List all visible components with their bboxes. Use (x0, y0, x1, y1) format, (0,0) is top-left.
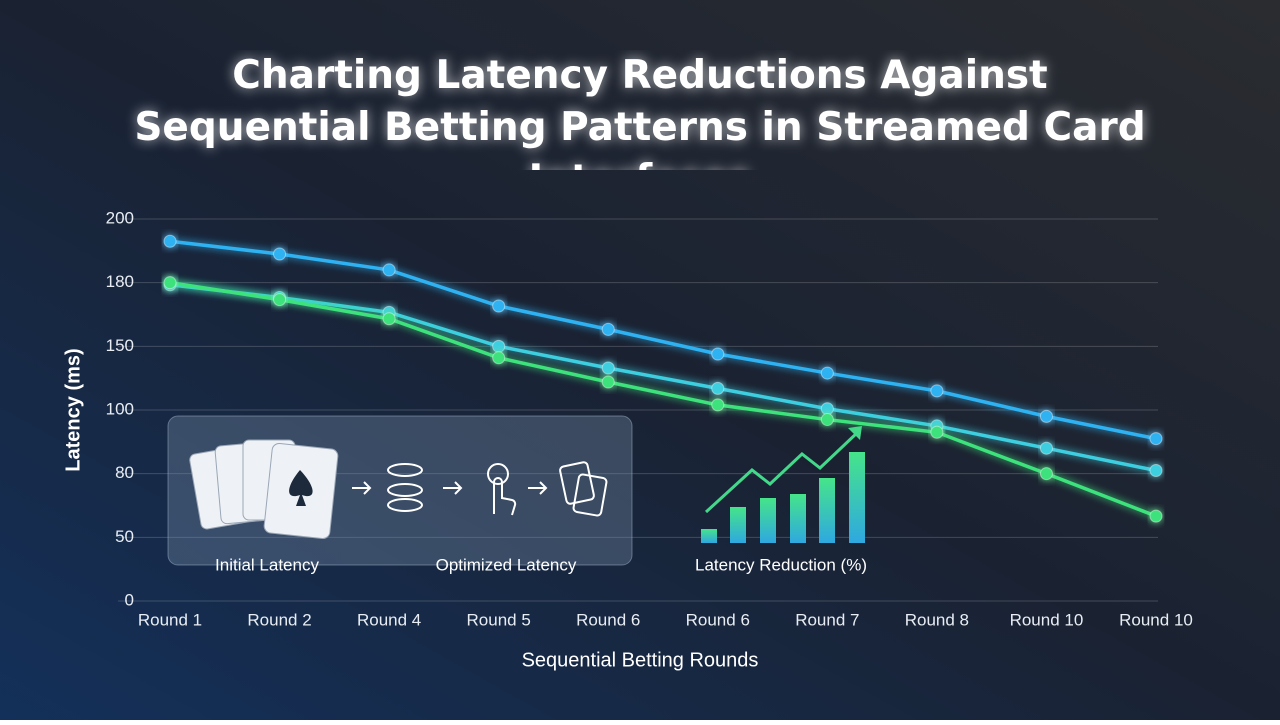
data-point (820, 366, 834, 380)
y-tick-label: 100 (106, 399, 134, 418)
data-point (601, 322, 615, 336)
data-point (492, 351, 506, 365)
y-tick-label: 180 (106, 272, 134, 291)
data-point (711, 347, 725, 361)
plot (163, 234, 1163, 523)
data-point (711, 381, 725, 395)
x-axis-label: Sequential Betting Rounds (522, 649, 759, 671)
data-point (930, 384, 944, 398)
y-axis-label: Latency (ms) (62, 348, 84, 471)
data-point (820, 413, 834, 427)
reduction-icon: Latency Reduction (%) (695, 426, 867, 574)
x-tick-label: Round 10 (1119, 610, 1193, 629)
data-point (163, 234, 177, 248)
annotation: Latency Reduction (%) (695, 555, 867, 574)
data-point (492, 299, 506, 313)
data-point (382, 312, 396, 326)
chart-title: Charting Latency Reductions Against Sequ… (134, 53, 1146, 170)
cards-icon (189, 439, 339, 540)
data-point (492, 339, 506, 353)
x-tick-label: Round 5 (467, 610, 531, 629)
data-point (1039, 409, 1053, 423)
x-tick-label: Round 8 (905, 610, 969, 629)
title-box: Charting Latency Reductions Against Sequ… (134, 53, 1146, 170)
data-point (601, 361, 615, 375)
x-tick-label: Round 4 (357, 610, 421, 629)
series-line (169, 239, 1157, 441)
inset-panel: Initial Latency Optimized Latency (167, 415, 633, 574)
annotation: Optimized Latency (436, 555, 577, 574)
y-tick-label: 50 (115, 527, 134, 546)
x-tick-label: Round 1 (138, 610, 202, 629)
y-tick-label: 0 (125, 590, 134, 609)
data-point (1149, 509, 1163, 523)
y-tick-label: 200 (106, 208, 134, 227)
y-tick-label: 80 (115, 463, 134, 482)
data-point (1039, 441, 1053, 455)
x-tick-label: Round 7 (795, 610, 859, 629)
data-point (273, 293, 287, 307)
flow-arrows (352, 461, 608, 517)
data-point (382, 263, 396, 277)
grid: 0 50 80 100 150 180 200 Round 1 Round 2 Round 4 Ro… (106, 208, 1193, 629)
x-tick-label: Round 6 (686, 610, 750, 629)
series-line (169, 283, 1157, 473)
annotation: Initial Latency (215, 555, 319, 574)
series-line (169, 280, 1157, 518)
data-point (930, 425, 944, 439)
data-point (1149, 463, 1163, 477)
x-tick-label: Round 10 (1010, 610, 1084, 629)
y-tick-label: 150 (106, 336, 134, 355)
data-point (711, 398, 725, 412)
data-point (273, 247, 287, 261)
data-point (820, 402, 834, 416)
data-point (601, 375, 615, 389)
data-point (1039, 467, 1053, 481)
x-tick-label: Round 6 (576, 610, 640, 629)
data-point (1149, 432, 1163, 446)
data-point (163, 276, 177, 290)
x-tick-label: Round 2 (247, 610, 311, 629)
